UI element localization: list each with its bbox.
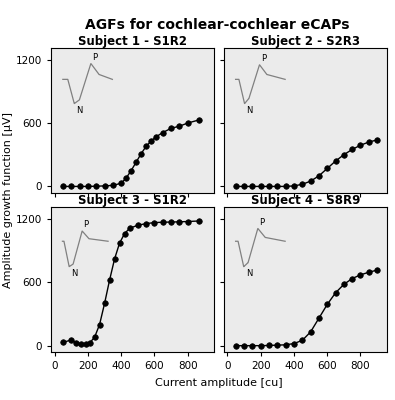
Title: Subject 4 - S8R9: Subject 4 - S8R9 (251, 194, 360, 207)
Text: AGFs for cochlear-cochlear eCAPs: AGFs for cochlear-cochlear eCAPs (85, 18, 350, 32)
Text: Amplitude growth function [μV]: Amplitude growth function [μV] (3, 112, 13, 288)
Title: Subject 3 - S1R2: Subject 3 - S1R2 (78, 194, 187, 207)
Text: Current amplitude [cu]: Current amplitude [cu] (155, 378, 283, 388)
Title: Subject 2 - S2R3: Subject 2 - S2R3 (251, 35, 360, 48)
Title: Subject 1 - S1R2: Subject 1 - S1R2 (78, 35, 187, 48)
